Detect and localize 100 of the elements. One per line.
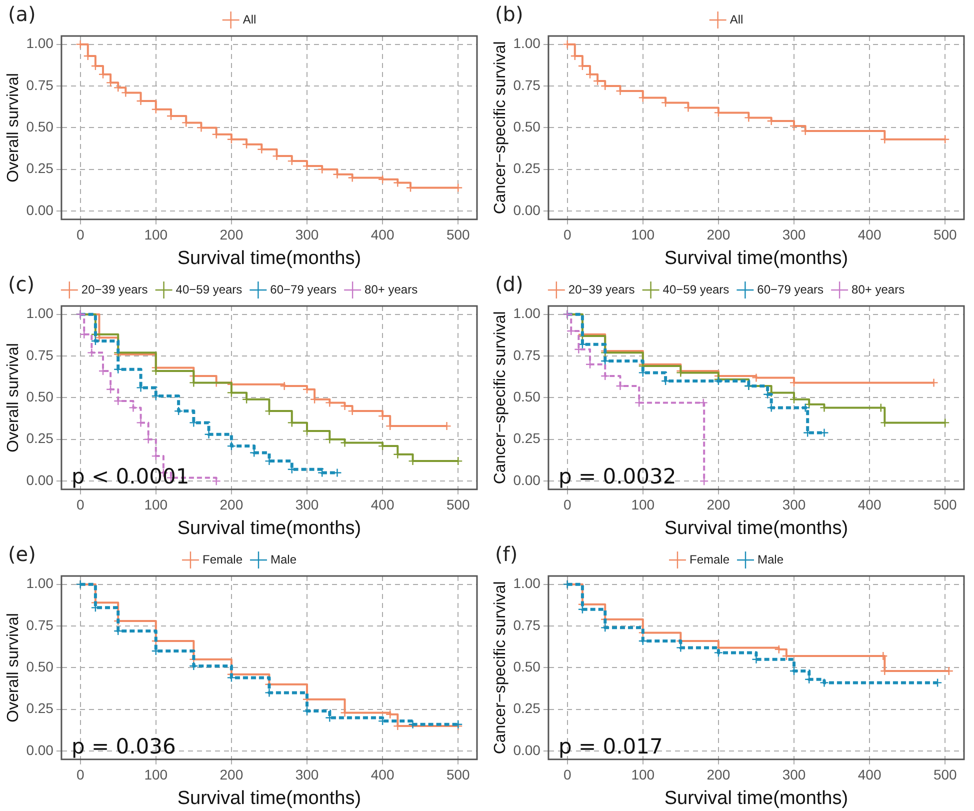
- x-tick-label: 0: [76, 766, 84, 783]
- y-tick-label: 0.00: [513, 472, 541, 488]
- annotation: p = 0.036: [71, 734, 176, 758]
- chart-title: (b): [495, 2, 524, 26]
- chart-title: (e): [8, 542, 36, 566]
- y-tick-label: 1.00: [513, 305, 541, 322]
- y-tick-label: 0.50: [26, 658, 54, 675]
- x-axis-title: Survival time(months): [664, 248, 848, 269]
- x-tick-label: 300: [295, 496, 319, 513]
- y-tick-label: 0.75: [513, 346, 541, 363]
- x-tick-label: 500: [933, 766, 958, 783]
- x-tick-label: 100: [144, 226, 168, 243]
- y-tick-label: 0.50: [26, 388, 54, 405]
- y-tick-label: 0.00: [26, 472, 54, 488]
- x-tick-label: 300: [782, 226, 806, 243]
- x-tick-label: 400: [858, 496, 882, 513]
- x-tick-label: 100: [631, 766, 655, 783]
- x-tick-label: 200: [706, 496, 730, 513]
- annotation: p = 0.0032: [558, 464, 676, 488]
- legend-label: Female: [202, 552, 243, 566]
- y-tick-label: 0.50: [513, 388, 541, 405]
- x-axis-title: Survival time(months): [177, 788, 362, 809]
- legend-label: 80+ years: [364, 282, 418, 296]
- chart-title: (a): [8, 2, 36, 26]
- legend-label: Male: [270, 552, 297, 566]
- x-tick-label: 500: [446, 496, 470, 513]
- legend-label: 60−79 years: [270, 282, 337, 296]
- x-tick-label: 100: [144, 496, 168, 513]
- x-tick-label: 500: [933, 496, 958, 513]
- legend-label: 20−39 years: [568, 282, 635, 296]
- x-axis-title: Survival time(months): [664, 788, 848, 809]
- y-tick-label: 0.75: [26, 346, 54, 363]
- legend-label: 80+ years: [852, 282, 905, 296]
- x-tick-label: 500: [933, 226, 958, 243]
- x-axis-title: Survival time(months): [177, 518, 362, 539]
- legend-label: 20−39 years: [81, 282, 148, 296]
- y-axis-title: Cancer−specific survival: [492, 311, 510, 484]
- legend-label: Male: [758, 552, 784, 566]
- x-tick-label: 400: [370, 766, 394, 783]
- x-tick-label: 0: [76, 226, 84, 243]
- y-tick-label: 1.00: [26, 575, 54, 592]
- y-tick-label: 0.00: [26, 202, 54, 218]
- y-tick-label: 0.25: [26, 700, 54, 716]
- chart-title: (d): [495, 272, 524, 296]
- x-tick-label: 0: [76, 496, 84, 513]
- y-tick-label: 0.00: [513, 742, 541, 758]
- x-tick-label: 0: [563, 766, 572, 783]
- y-tick-label: 0.00: [26, 742, 54, 758]
- y-tick-label: 0.25: [26, 160, 54, 176]
- x-axis-title: Survival time(months): [177, 248, 362, 269]
- legend-label: All: [730, 12, 744, 26]
- x-tick-label: 300: [782, 496, 806, 513]
- y-axis-title: Overall survival: [5, 343, 22, 452]
- x-tick-label: 400: [370, 496, 394, 513]
- y-tick-label: 1.00: [26, 305, 54, 322]
- x-axis-title: Survival time(months): [664, 518, 848, 539]
- y-axis-title: Cancer−specific survival: [492, 41, 510, 214]
- x-tick-label: 500: [446, 226, 470, 243]
- y-tick-label: 0.50: [513, 658, 541, 675]
- x-tick-label: 0: [563, 496, 572, 513]
- x-tick-label: 400: [858, 766, 882, 783]
- y-tick-label: 0.25: [513, 700, 541, 716]
- legend-label: Female: [689, 552, 730, 566]
- y-tick-label: 1.00: [26, 35, 54, 52]
- y-axis-title: Cancer−specific survival: [492, 581, 510, 754]
- x-tick-label: 200: [220, 496, 244, 513]
- y-tick-label: 1.00: [513, 575, 541, 592]
- x-tick-label: 400: [858, 226, 882, 243]
- x-tick-label: 100: [631, 226, 655, 243]
- x-tick-label: 200: [706, 766, 730, 783]
- y-tick-label: 0.75: [513, 76, 541, 93]
- y-tick-label: 0.25: [513, 430, 541, 446]
- x-tick-label: 200: [706, 226, 730, 243]
- y-tick-label: 0.50: [26, 118, 54, 135]
- annotation: p = 0.017: [558, 734, 663, 758]
- x-tick-label: 500: [446, 766, 470, 783]
- y-tick-label: 0.25: [26, 430, 54, 446]
- x-tick-label: 100: [144, 766, 168, 783]
- x-tick-label: 200: [220, 766, 244, 783]
- y-tick-label: 0.25: [513, 160, 541, 176]
- x-tick-label: 400: [370, 226, 394, 243]
- x-tick-label: 300: [295, 766, 319, 783]
- x-tick-label: 100: [631, 496, 655, 513]
- y-axis-title: Overall survival: [5, 73, 22, 182]
- x-tick-label: 0: [563, 226, 572, 243]
- y-tick-label: 0.50: [513, 118, 541, 135]
- y-tick-label: 0.75: [513, 616, 541, 633]
- y-tick-label: 1.00: [513, 35, 541, 52]
- x-tick-label: 300: [782, 766, 806, 783]
- chart-title: (f): [495, 542, 518, 566]
- y-axis-title: Overall survival: [5, 613, 22, 722]
- chart-title: (c): [8, 272, 35, 296]
- y-tick-label: 0.75: [26, 76, 54, 93]
- y-tick-label: 0.75: [26, 616, 54, 633]
- legend-label: 40−59 years: [176, 282, 242, 296]
- x-tick-label: 200: [220, 226, 244, 243]
- legend-label: 40−59 years: [662, 282, 730, 296]
- legend-label: 60−79 years: [757, 282, 824, 296]
- x-tick-label: 300: [295, 226, 319, 243]
- legend-label: All: [242, 12, 256, 26]
